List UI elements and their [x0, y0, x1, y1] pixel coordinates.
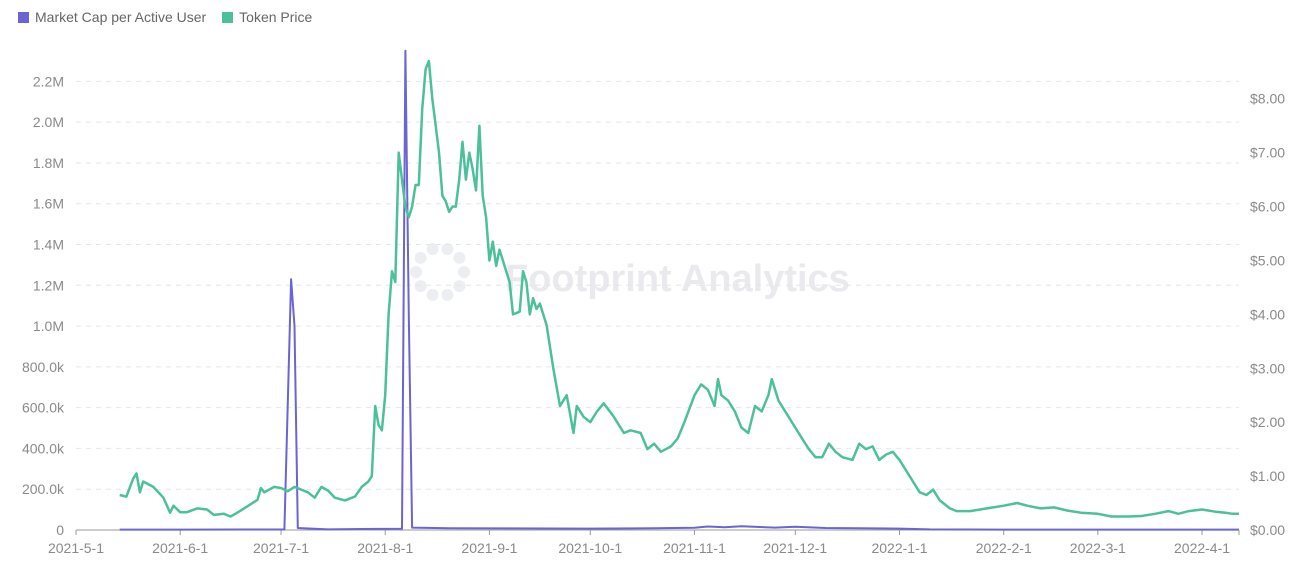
y-right-tick-label: $1.00	[1250, 468, 1285, 484]
x-tick-label: 2021-6-1	[152, 540, 208, 556]
watermark-logo-icon	[410, 243, 470, 301]
x-tick-label: 2021-7-1	[253, 540, 309, 556]
y-right-tick-label: $0.00	[1250, 522, 1285, 538]
x-tick-label: 2021-12-1	[763, 540, 827, 556]
series-group	[119, 49, 1239, 531]
series-line-market-cap-per-active-user	[119, 49, 1239, 531]
y-right-tick-label: $8.00	[1250, 91, 1285, 107]
watermark-dot	[453, 280, 466, 293]
watermark-dot	[441, 243, 454, 256]
x-axis: 2021-5-1 2021-6-1 2021-7-1 2021-8-1 2021-9-1…	[48, 529, 1240, 556]
y-right-tick-label: $3.00	[1250, 360, 1285, 376]
x-tick-label: 2021-8-1	[357, 540, 413, 556]
legend-item-token-price[interactable]: Token Price	[222, 9, 312, 25]
x-tick-label: 2021-5-1	[48, 540, 104, 556]
y-right-tick-label: $7.00	[1250, 145, 1285, 161]
y-left-tick-label: 1.2M	[33, 277, 64, 293]
watermark-dot	[426, 243, 439, 256]
legend: Market Cap per Active User Token Price	[18, 9, 312, 25]
x-tick-label: 2021-9-1	[461, 540, 517, 556]
y-left-tick-label: 1.6M	[33, 196, 64, 212]
y-left-tick-label: 1.0M	[33, 318, 64, 334]
y-right-tick-label: $4.00	[1250, 306, 1285, 322]
watermark-dot	[410, 266, 422, 278]
x-tick-label: 2021-11-1	[663, 540, 726, 556]
x-tick-label: 2022-1-1	[871, 540, 927, 556]
y-left-tick-label: 2.2M	[33, 73, 64, 89]
legend-item-market-cap[interactable]: Market Cap per Active User	[18, 9, 206, 25]
y-left-tick-label: 200.0k	[22, 481, 65, 497]
y-left-tick-label: 0	[56, 522, 64, 538]
legend-swatch-market-cap	[18, 11, 29, 23]
y-right-tick-label: $6.00	[1250, 199, 1285, 215]
y-left-tick-label: 600.0k	[22, 400, 65, 416]
watermark-dot	[414, 280, 427, 293]
watermark: Footprint Analytics	[505, 258, 850, 300]
y-left-tick-label: 400.0k	[22, 440, 65, 456]
watermark-dot	[414, 251, 427, 264]
watermark-dot	[453, 251, 466, 264]
legend-swatch-token-price	[222, 11, 234, 23]
y-right-tick-label: $5.00	[1250, 252, 1285, 268]
grid	[76, 80, 1239, 490]
y-left-tick-label: 800.0k	[22, 359, 65, 375]
watermark-dot	[458, 266, 470, 278]
y-left-tick-label: 1.8M	[33, 155, 64, 171]
y-left-tick-label: 2.0M	[33, 114, 64, 130]
y-axis-left: 0 200.0k 400.0k 600.0k 800.0k 1.0M 1.2M 1.4M 1.6…	[22, 73, 65, 538]
x-tick-label: 2022-3-1	[1070, 540, 1126, 556]
legend-label-token-price: Token Price	[239, 9, 313, 25]
y-right-tick-label: $2.00	[1250, 414, 1285, 430]
x-tick-label: 2021-10-1	[558, 540, 622, 556]
y-axis-right: $0.00 $1.00 $2.00 $3.00 $4.00 $5.00 $6.00 $7.00…	[1250, 91, 1285, 538]
x-tick-label: 2022-2-1	[976, 540, 1032, 556]
y-left-tick-label: 1.4M	[33, 237, 64, 253]
watermark-dot	[441, 288, 454, 301]
watermark-dot	[426, 288, 439, 301]
series-line-token-price	[119, 59, 1239, 518]
x-tick-label: 2022-4-1	[1174, 540, 1230, 556]
legend-label-market-cap: Market Cap per Active User	[35, 9, 207, 25]
